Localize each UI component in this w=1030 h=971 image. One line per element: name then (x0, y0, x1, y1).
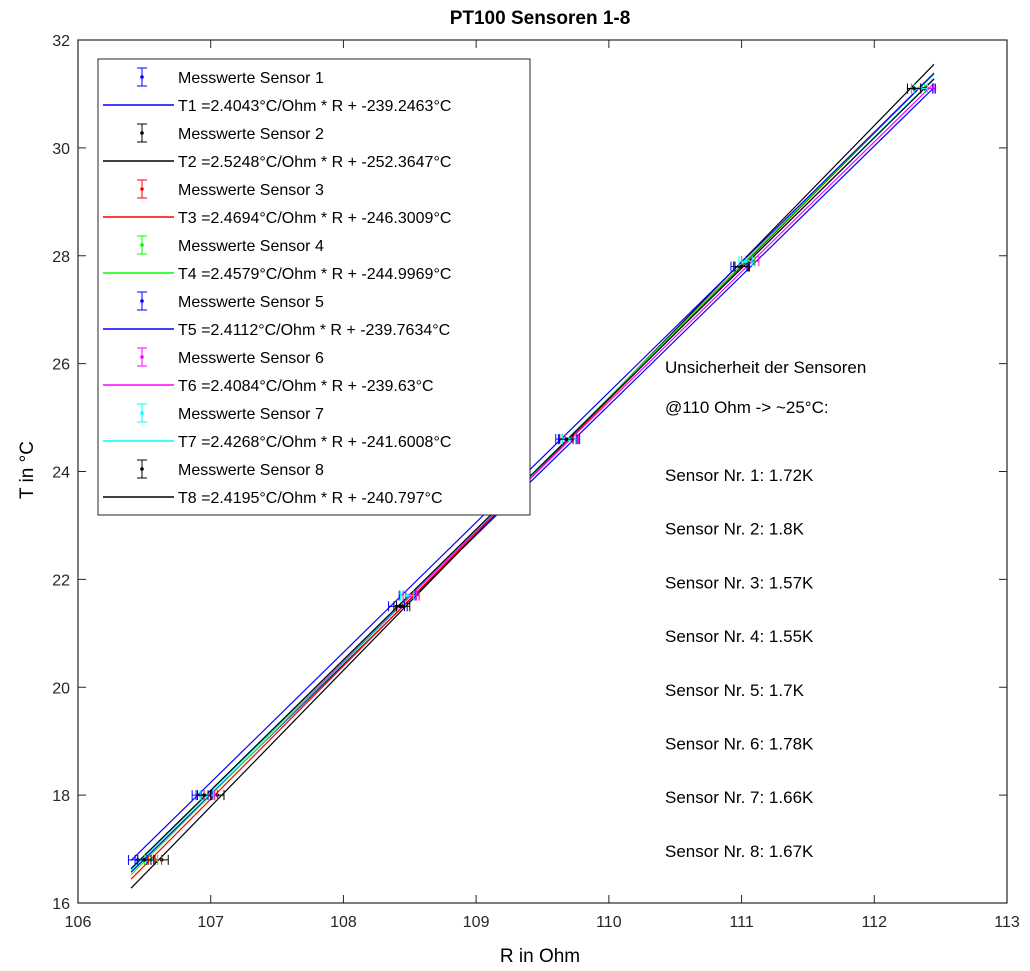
y-tick-label: 26 (52, 357, 70, 374)
legend-entry-fit: T3 =2.4694°C/Ohm * R + -246.3009°C (178, 210, 451, 227)
annotation-heading: @110 Ohm -> ~25°C: (665, 398, 829, 417)
chart-marks: 106 107 108 109 110 111 112 113 16 18 20 22 24 26 28 30… (52, 33, 1020, 931)
y-tick-label: 16 (52, 896, 70, 913)
legend-box (97, 58, 531, 516)
fit-line-sensor-8 (130, 78, 935, 870)
y-tick-label: 28 (52, 249, 70, 266)
data-point-sensor-7 (743, 259, 748, 263)
legend-marker-point (140, 243, 144, 247)
legend-entry-fit: T5 =2.4112°C/Ohm * R + -239.7634°C (178, 322, 450, 339)
legend-entry-measurements: Messwerte Sensor 2 (178, 126, 324, 143)
annotation-sensor-uncertainty: Sensor Nr. 5: 1.7K (665, 681, 805, 700)
y-tick-label: 32 (52, 33, 70, 50)
annotation-sensor-uncertainty: Sensor Nr. 1: 1.72K (665, 466, 814, 485)
annotation-sensor-uncertainty: Sensor Nr. 4: 1.55K (665, 627, 814, 646)
x-tick-label: 111 (729, 914, 753, 931)
legend-entry-fit: T6 =2.4084°C/Ohm * R + -239.63°C (178, 378, 434, 395)
legend-entry-fit: T2 =2.5248°C/Ohm * R + -252.3647°C (178, 154, 451, 171)
fit-line-sensor-5 (130, 73, 935, 861)
annotation-sensor-uncertainty: Sensor Nr. 3: 1.57K (665, 573, 814, 592)
legend-entry-measurements: Messwerte Sensor 8 (178, 462, 324, 479)
x-tick-label: 108 (330, 914, 357, 931)
y-tick-label: 22 (52, 572, 70, 589)
y-tick-label: 30 (52, 141, 70, 158)
y-tick-label: 18 (52, 788, 70, 805)
legend-entry-measurements: Messwerte Sensor 1 (178, 70, 324, 87)
legend-marker-point (140, 467, 144, 471)
legend-entry-fit: T7 =2.4268°C/Ohm * R + -241.6008°C (178, 434, 451, 451)
y-tick-label: 24 (52, 465, 70, 482)
legend-entry-measurements: Messwerte Sensor 7 (178, 406, 324, 423)
x-axis-label: R in Ohm (500, 946, 580, 967)
annotation-sensor-uncertainty: Sensor Nr. 2: 1.8K (665, 520, 805, 539)
legend-entry-measurements: Messwerte Sensor 6 (178, 350, 324, 367)
legend-marker-point (140, 299, 144, 303)
x-tick-label: 106 (65, 914, 92, 931)
x-tick-label: 110 (596, 914, 622, 931)
plot-series (127, 63, 936, 889)
data-point-sensor-8 (202, 793, 206, 797)
data-point-sensor-8 (739, 264, 744, 269)
legend-marker-point (140, 355, 144, 359)
chart-title: PT100 Sensoren 1-8 (450, 8, 631, 29)
data-point-sensor-8 (912, 86, 916, 91)
legend-entry-fit: T8 =2.4195°C/Ohm * R + -240.797°C (178, 490, 443, 507)
legend-entry-measurements: Messwerte Sensor 3 (178, 182, 324, 199)
data-point-sensor-7 (405, 593, 409, 598)
legend-entry-measurements: Messwerte Sensor 5 (178, 294, 324, 311)
x-tick-label: 109 (463, 914, 490, 931)
data-point-sensor-8 (142, 858, 147, 862)
legend-marker-point (140, 75, 144, 79)
legend-entry-fit: T1 =2.4043°C/Ohm * R + -239.2463°C (178, 98, 451, 115)
x-tick-label: 113 (994, 914, 1020, 931)
y-tick-label: 20 (52, 680, 70, 697)
x-tick-label: 112 (862, 914, 888, 931)
x-tick-label: 107 (197, 914, 224, 931)
legend-marker-point (140, 411, 144, 415)
annotation-heading: Unsicherheit der Sensoren (665, 358, 866, 377)
legend-entry-measurements: Messwerte Sensor 4 (178, 238, 324, 255)
annotation-sensor-uncertainty: Sensor Nr. 7: 1.66K (665, 788, 814, 807)
data-point-sensor-8 (398, 604, 403, 609)
data-point-sensor-8 (564, 437, 569, 441)
legend-marker-point (140, 187, 144, 191)
y-axis-label: T in °C (17, 441, 38, 499)
legend-marker-point (140, 131, 144, 135)
annotation-sensor-uncertainty: Sensor Nr. 8: 1.67K (665, 842, 814, 861)
legend-entry-fit: T4 =2.4579°C/Ohm * R + -244.9969°C (178, 266, 451, 283)
annotation-sensor-uncertainty: Sensor Nr. 6: 1.78K (665, 735, 814, 754)
